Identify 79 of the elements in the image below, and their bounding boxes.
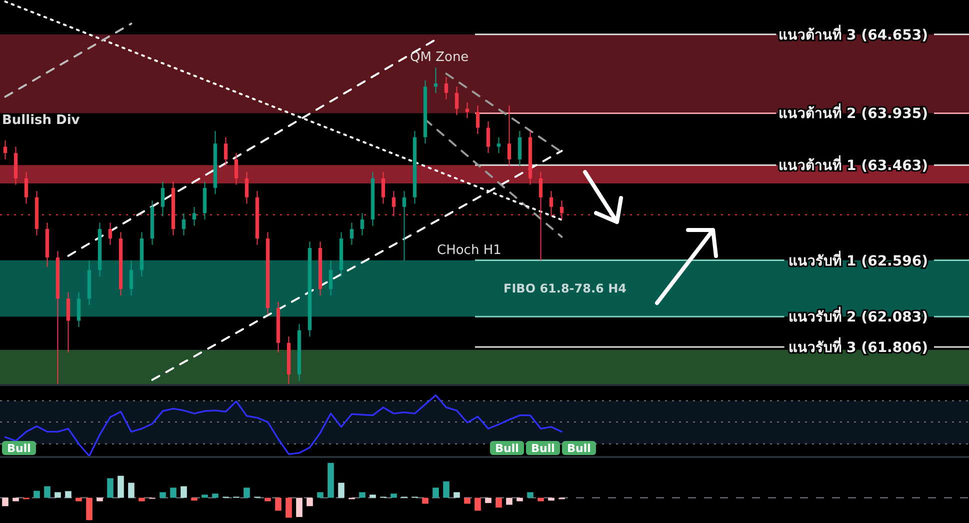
bar bbox=[244, 488, 250, 498]
candlestick bbox=[518, 130, 522, 166]
bar bbox=[12, 498, 19, 502]
bar bbox=[2, 498, 8, 506]
bar bbox=[65, 491, 72, 498]
bar bbox=[44, 486, 50, 498]
bar bbox=[516, 498, 523, 502]
candlestick bbox=[360, 212, 364, 236]
bar bbox=[191, 498, 198, 501]
annotation: Bull bbox=[7, 442, 31, 455]
bar bbox=[338, 482, 344, 498]
bar bbox=[506, 498, 512, 505]
bar bbox=[202, 494, 208, 498]
bar bbox=[170, 488, 176, 498]
annotation: Bull bbox=[495, 442, 519, 455]
bar bbox=[359, 492, 366, 498]
candlestick bbox=[328, 260, 333, 296]
candlestick bbox=[24, 172, 28, 204]
ref-line-label: แนวต้านที่ 2 (63.935) bbox=[778, 103, 928, 122]
bar bbox=[286, 498, 292, 518]
candlestick bbox=[454, 86, 459, 116]
bar bbox=[464, 498, 470, 504]
bar bbox=[180, 486, 187, 498]
bar bbox=[296, 498, 302, 517]
bar bbox=[432, 488, 439, 498]
bar bbox=[370, 494, 376, 498]
ref-line-label: แนวรับที่ 2 (62.083) bbox=[788, 306, 928, 326]
candlestick bbox=[381, 172, 386, 204]
candlestick bbox=[182, 212, 186, 236]
bar bbox=[317, 492, 324, 498]
annotation: Bullish Div bbox=[2, 113, 80, 128]
bar bbox=[128, 482, 134, 498]
candlestick bbox=[234, 152, 238, 186]
bar bbox=[538, 498, 544, 502]
bar bbox=[160, 492, 166, 498]
candlestick bbox=[129, 260, 134, 296]
bar bbox=[96, 498, 103, 502]
bar bbox=[527, 492, 534, 498]
candlestick bbox=[402, 190, 406, 262]
bar bbox=[422, 498, 428, 504]
candlestick bbox=[224, 136, 228, 166]
bar bbox=[54, 492, 61, 498]
bar bbox=[443, 481, 450, 498]
candlestick bbox=[76, 292, 81, 328]
candlestick bbox=[192, 206, 196, 226]
ref-line-label: แนวรับที่ 3 (61.806) bbox=[788, 336, 928, 356]
candlestick bbox=[507, 105, 512, 166]
band-label: FIBO 61.8-78.6 H4 bbox=[504, 281, 626, 296]
annotation: CHoch H1 bbox=[437, 243, 502, 258]
bar bbox=[306, 498, 313, 506]
bar bbox=[118, 476, 124, 498]
candlestick bbox=[66, 292, 70, 353]
bar bbox=[496, 498, 502, 508]
candlestick bbox=[476, 105, 480, 135]
candlestick bbox=[160, 181, 165, 217]
bar bbox=[86, 498, 92, 520]
candlestick bbox=[3, 140, 8, 160]
bar bbox=[454, 492, 460, 498]
bar bbox=[76, 498, 82, 502]
ref-line-label: แนวรับที่ 1 (62.596) bbox=[788, 250, 928, 270]
text: Bull bbox=[567, 442, 591, 455]
candlestick bbox=[350, 222, 354, 246]
candlestick bbox=[444, 76, 448, 100]
bar bbox=[107, 478, 114, 498]
candlestick bbox=[108, 222, 112, 246]
bar bbox=[212, 494, 218, 498]
bar bbox=[138, 498, 145, 502]
candlestick bbox=[244, 172, 249, 204]
bar bbox=[275, 498, 282, 511]
annotation: Bull bbox=[531, 442, 555, 455]
bar bbox=[485, 498, 492, 504]
ref-line-label: แนวต้านที่ 3 (64.653) bbox=[778, 24, 928, 44]
bar bbox=[474, 498, 481, 511]
bar bbox=[34, 490, 40, 498]
bar bbox=[264, 498, 271, 502]
bar bbox=[390, 494, 397, 498]
bar bbox=[328, 462, 334, 498]
bar bbox=[548, 498, 554, 501]
candlestick bbox=[486, 120, 490, 154]
